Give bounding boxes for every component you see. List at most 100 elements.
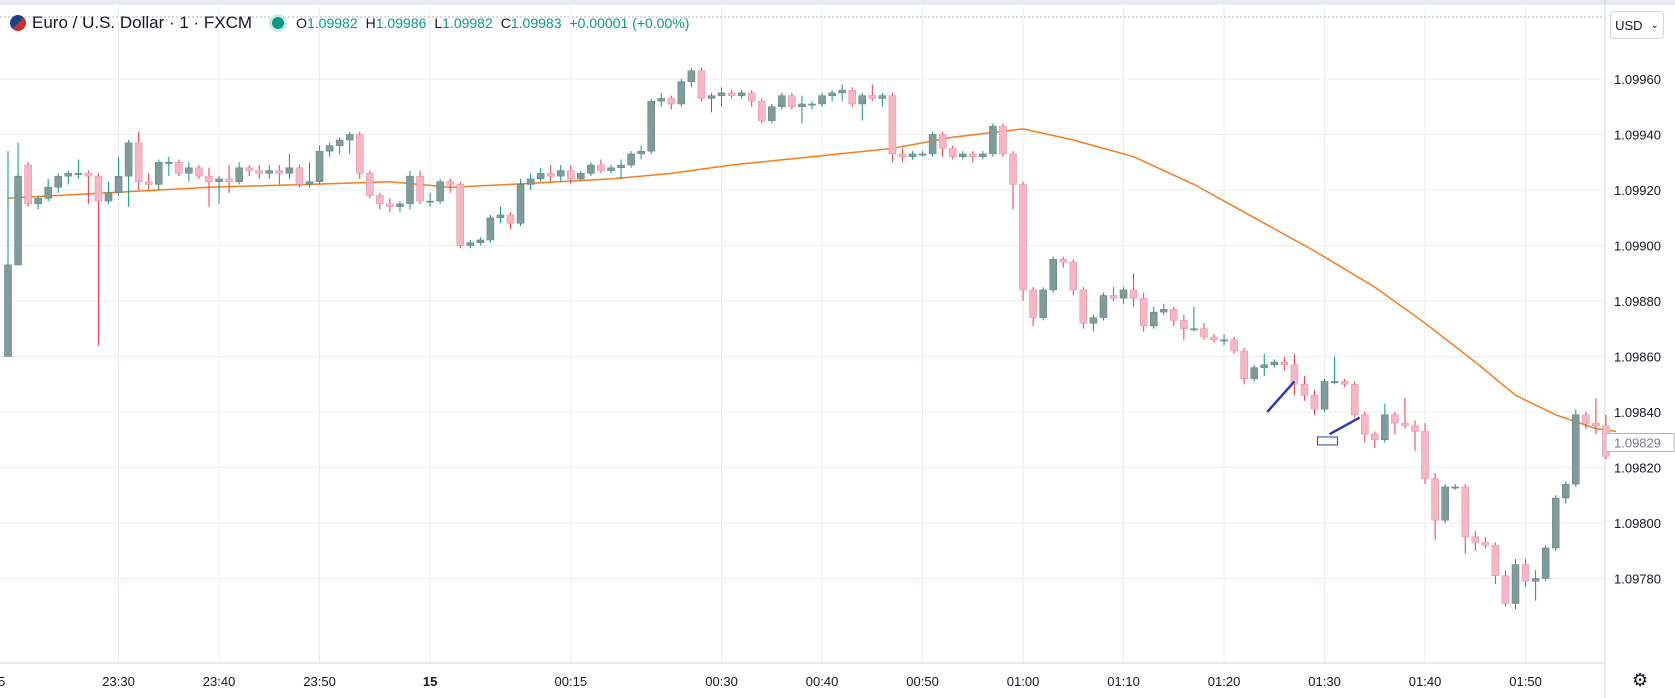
candle-body xyxy=(1139,297,1148,327)
candle-body xyxy=(617,164,625,169)
currency-dropdown[interactable]: USD ⌄ xyxy=(1610,11,1664,39)
candle-body xyxy=(1340,381,1349,385)
candle-body xyxy=(1431,478,1439,521)
candle-body xyxy=(305,181,314,185)
candle-body xyxy=(134,142,143,182)
candle xyxy=(225,165,233,193)
candle-body xyxy=(1180,320,1188,329)
candle xyxy=(386,198,394,213)
candle-body xyxy=(1230,339,1238,352)
candle-body xyxy=(245,167,253,171)
candle-body xyxy=(476,239,485,243)
candle-body xyxy=(536,173,545,180)
candle xyxy=(1582,412,1590,429)
candle-body xyxy=(1441,486,1449,521)
candle-body xyxy=(285,167,294,174)
candle-body xyxy=(1501,575,1510,604)
time-tick-label: 01:30 xyxy=(1308,674,1341,689)
candle-body xyxy=(1009,153,1017,185)
candle xyxy=(1310,389,1319,415)
price-tick-label: 1.09900 xyxy=(1614,239,1661,254)
candle-body xyxy=(205,175,213,182)
candle xyxy=(486,214,495,243)
candle xyxy=(456,181,464,249)
chart-grid xyxy=(0,0,1605,663)
candle-body xyxy=(1411,425,1419,432)
candle xyxy=(335,137,344,154)
candle-body xyxy=(1200,328,1208,338)
candle xyxy=(687,67,696,88)
candle-body xyxy=(1290,364,1299,385)
candle-body xyxy=(466,242,475,246)
candle xyxy=(928,131,937,157)
symbol-title[interactable]: Euro / U.S. Dollar · 1 · FXCM xyxy=(32,13,253,32)
candle-body xyxy=(557,170,565,177)
candle xyxy=(1200,323,1208,340)
chevron-down-icon: ⌄ xyxy=(1650,19,1659,31)
candle xyxy=(848,87,856,107)
price-tick-label: 1.09780 xyxy=(1614,572,1661,587)
candle-body xyxy=(356,134,364,174)
time-tick-label: 00:30 xyxy=(705,674,738,689)
candle xyxy=(1431,473,1439,540)
symbol-legend[interactable]: Euro / U.S. Dollar · 1 · FXCM O 1.09982 H… xyxy=(10,12,689,34)
candle-body xyxy=(255,170,263,174)
candle-body xyxy=(155,162,163,185)
candle-body xyxy=(858,95,866,105)
candle-body xyxy=(114,175,123,194)
candle xyxy=(1170,306,1178,326)
settings-gear-icon[interactable]: ⚙ xyxy=(1632,670,1649,690)
candle xyxy=(1320,378,1329,412)
candle xyxy=(828,90,836,102)
candle xyxy=(536,167,545,182)
candle xyxy=(1270,359,1279,368)
candle xyxy=(1511,559,1520,610)
price-tick-label: 1.09920 xyxy=(1614,183,1661,198)
candle-body xyxy=(1471,536,1480,543)
candle-body xyxy=(84,173,93,177)
candle xyxy=(1340,378,1349,388)
candle xyxy=(516,178,525,227)
candle xyxy=(717,87,726,107)
candle-body xyxy=(1039,289,1047,318)
candle-body xyxy=(335,139,344,146)
candle-body xyxy=(979,153,987,157)
candle xyxy=(1350,381,1359,418)
candle-body xyxy=(94,175,103,202)
price-tick-label: 1.09940 xyxy=(1614,128,1661,143)
candle xyxy=(416,170,424,204)
candle xyxy=(667,95,676,110)
candle-body xyxy=(1099,295,1108,318)
candle-body xyxy=(687,70,696,83)
candle-body xyxy=(1330,381,1339,383)
candle xyxy=(1551,495,1560,551)
candle xyxy=(1240,348,1248,385)
candle-body xyxy=(1521,564,1530,582)
candle-body xyxy=(225,178,233,182)
candle xyxy=(1300,375,1309,401)
candle xyxy=(1029,287,1037,326)
candle xyxy=(406,170,414,210)
candle-body xyxy=(436,181,444,202)
candle xyxy=(366,170,374,199)
candle-body xyxy=(1592,422,1600,427)
candle xyxy=(1290,353,1299,396)
candle xyxy=(14,142,22,266)
price-scale: 1.09960 1.09940 1.09920 1.09900 1.09880 1.098… xyxy=(1605,72,1675,587)
candle xyxy=(808,101,816,110)
candle-body xyxy=(1391,414,1399,424)
candle-body xyxy=(969,153,977,157)
candle-body xyxy=(1461,486,1469,538)
price-tick-label: 1.09820 xyxy=(1614,461,1661,476)
last-price-label: 1.09829 xyxy=(1614,436,1661,451)
candle-body xyxy=(747,92,756,102)
candle xyxy=(396,201,404,213)
candle xyxy=(798,95,806,124)
candle xyxy=(597,159,605,174)
candle xyxy=(1049,256,1057,293)
candle xyxy=(1059,256,1067,268)
candle xyxy=(888,92,897,163)
candle-body xyxy=(1190,328,1198,331)
candle xyxy=(255,165,263,179)
